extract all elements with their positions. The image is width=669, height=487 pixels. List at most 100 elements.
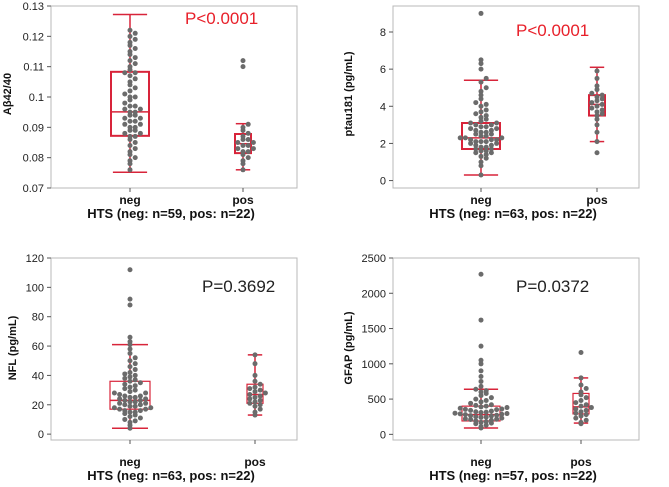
data-point [478,317,484,323]
data-point [127,158,133,164]
data-point [127,296,133,302]
data-point [499,406,505,412]
data-point [132,76,138,82]
data-point [478,374,484,380]
data-point [122,130,128,136]
data-point [478,114,484,120]
data-point [132,367,138,373]
data-point [111,405,117,411]
data-point [132,94,138,100]
y-tick-label: 1000 [362,359,386,371]
data-point [245,136,251,142]
y-tick-label: 1500 [362,324,386,336]
data-point [478,103,484,109]
data-point [137,402,143,408]
data-point [127,374,133,380]
data-point [252,389,258,395]
data-point [468,140,474,146]
data-point [594,98,600,104]
data-point [127,109,133,115]
data-point [457,405,463,411]
data-point [478,414,484,420]
data-point [257,387,263,393]
data-point [494,412,500,418]
plot-frame [392,5,640,189]
data-point [127,409,133,415]
data-point [483,144,489,150]
data-point [494,416,500,422]
data-point [462,412,468,418]
data-point [262,390,268,396]
data-point [240,58,246,64]
data-point [143,390,149,396]
data-point [127,399,133,405]
x-category-label: pos [232,193,254,207]
data-point [478,79,484,85]
data-point [240,64,246,70]
data-point [122,121,128,127]
data-point [483,75,489,81]
y-tick-label: 8 [380,27,386,39]
data-point [583,395,589,401]
data-point [478,357,484,363]
data-point [483,397,489,403]
data-point [594,83,600,89]
y-tick-label: 0.11 [23,62,44,74]
data-point [573,406,579,412]
data-point [473,127,479,133]
data-point [127,49,133,54]
data-point [478,118,484,124]
data-point [111,390,117,396]
data-point [473,111,479,117]
data-point [245,130,251,136]
data-point [127,124,133,130]
y-tick-label: 0 [380,176,386,188]
data-point [468,126,474,132]
data-point [240,124,246,130]
data-point [127,394,133,400]
data-point [488,150,494,156]
data-point [499,135,505,141]
data-point [494,120,500,126]
data-point [478,10,484,16]
data-point [132,45,138,51]
y-axis-label: ptau181 (pg/mL) [343,51,355,136]
x-category-label: neg [470,193,491,207]
data-point [127,267,133,273]
data-point [478,159,484,165]
plot-frame [392,257,640,441]
data-point [127,94,133,100]
data-point [252,352,258,358]
data-point [478,361,484,367]
data-point [473,414,479,420]
data-point [468,400,474,406]
data-point [573,400,579,406]
data-point [137,130,143,136]
data-point [478,153,484,159]
data-point [478,389,484,395]
data-point [468,417,474,423]
data-point [483,139,489,145]
data-point [247,400,253,406]
data-point [473,386,479,392]
data-point [473,100,479,106]
data-point [257,393,263,399]
data-point [245,155,251,161]
data-point [132,61,138,67]
data-point [137,415,143,421]
data-point [462,406,468,412]
data-point [132,109,138,115]
data-point [478,144,484,150]
data-point [122,402,128,408]
data-point [483,116,489,122]
data-point [132,403,138,409]
data-point [583,412,589,418]
data-point [122,386,128,392]
data-point [137,115,143,121]
data-point [240,158,246,164]
data-point [488,395,494,401]
data-point [235,140,241,145]
data-point [468,137,474,143]
